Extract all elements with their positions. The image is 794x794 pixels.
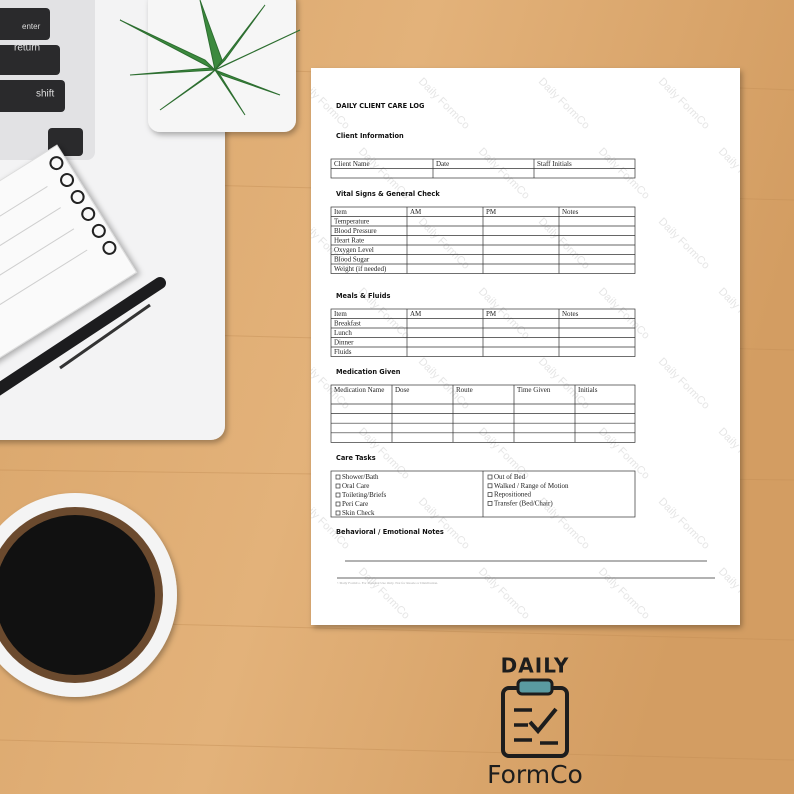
table-header-cell: Route	[456, 386, 473, 394]
table-header: AM	[410, 310, 422, 318]
row-label: Dinner	[334, 338, 354, 346]
row-label: Oxygen Level	[334, 246, 374, 254]
table-header: Client Name	[334, 160, 370, 168]
row-label: Weight (if needed)	[334, 265, 387, 273]
row-label: Blood Pressure	[334, 227, 377, 235]
coffee-cup	[0, 493, 177, 697]
checkbox	[335, 510, 341, 516]
table-header: Notes	[562, 208, 579, 216]
table-header: PM	[486, 310, 497, 318]
care-task: Repositioned	[494, 491, 531, 499]
notebook	[0, 144, 138, 374]
table-header: Notes	[562, 310, 579, 318]
section-heading: Vital Signs & General Check	[336, 190, 440, 198]
care-task: Shower/Bath	[342, 473, 379, 481]
row-label: Heart Rate	[334, 236, 364, 244]
row-label: Fluids	[334, 348, 352, 356]
footer-note: ©Daily FormCo. For Personal Use Only. No…	[337, 580, 438, 585]
checkbox	[487, 474, 493, 480]
section-heading: Meals & Fluids	[336, 292, 390, 300]
table-header: Route	[456, 386, 473, 394]
document: DAILY CLIENT CARE LOG Client Information…	[330, 102, 715, 585]
table-header: Item	[334, 310, 347, 318]
row-label: Temperature	[334, 217, 369, 225]
section-heading: Medication Given	[336, 368, 401, 376]
logo-top: DAILY	[501, 654, 570, 678]
logo: DAILY FormCo	[487, 654, 583, 790]
checkbox	[487, 483, 493, 489]
table-header: Dose	[395, 386, 410, 394]
care-task: Oral Care	[342, 482, 369, 490]
care-task: Peri Care	[342, 500, 368, 508]
table-header: Initials	[578, 386, 598, 394]
checkbox	[335, 483, 341, 489]
table-header-cell: Medication Name	[334, 386, 385, 394]
pen	[0, 277, 166, 396]
key-label: enter	[22, 22, 41, 31]
table-header: AM	[410, 208, 422, 216]
table-header: Staff Initials	[537, 160, 572, 168]
checkbox	[335, 501, 341, 507]
checkbox	[487, 492, 493, 497]
section-heading: Client Information	[336, 132, 404, 140]
row-label: Blood Sugar	[334, 255, 370, 263]
table-header-cell: Dose	[395, 386, 410, 394]
table-header-cell: Initials	[578, 386, 598, 394]
checkbox	[335, 474, 341, 480]
section-heading: Care Tasks	[336, 454, 376, 462]
document-page	[311, 68, 740, 625]
key-label: shift	[36, 89, 55, 100]
care-task: Skin Check	[342, 509, 375, 517]
section-heading: Behavioral / Emotional Notes	[336, 528, 444, 536]
checkbox	[335, 492, 341, 498]
care-task: Walked / Range of Motion	[494, 482, 569, 490]
plant	[119, 0, 301, 132]
table-header: Date	[436, 160, 449, 168]
care-task: Toileting/Briefs	[342, 491, 387, 499]
care-task: Transfer (Bed/Chair)	[494, 500, 553, 508]
key-label: return	[14, 43, 40, 54]
document-title: DAILY CLIENT CARE LOG	[336, 102, 424, 110]
logo-bottom: FormCo	[487, 760, 583, 789]
table-header: Time Given	[517, 386, 551, 394]
row-label: Lunch	[334, 329, 352, 337]
table-header: Medication Name	[334, 386, 385, 394]
checkbox	[487, 501, 493, 506]
table-header-cell: Time Given	[517, 386, 551, 394]
table-header: Item	[334, 208, 347, 216]
row-label: Breakfast	[334, 319, 361, 327]
care-task: Out of Bed	[494, 473, 526, 481]
table-header: PM	[486, 208, 497, 216]
